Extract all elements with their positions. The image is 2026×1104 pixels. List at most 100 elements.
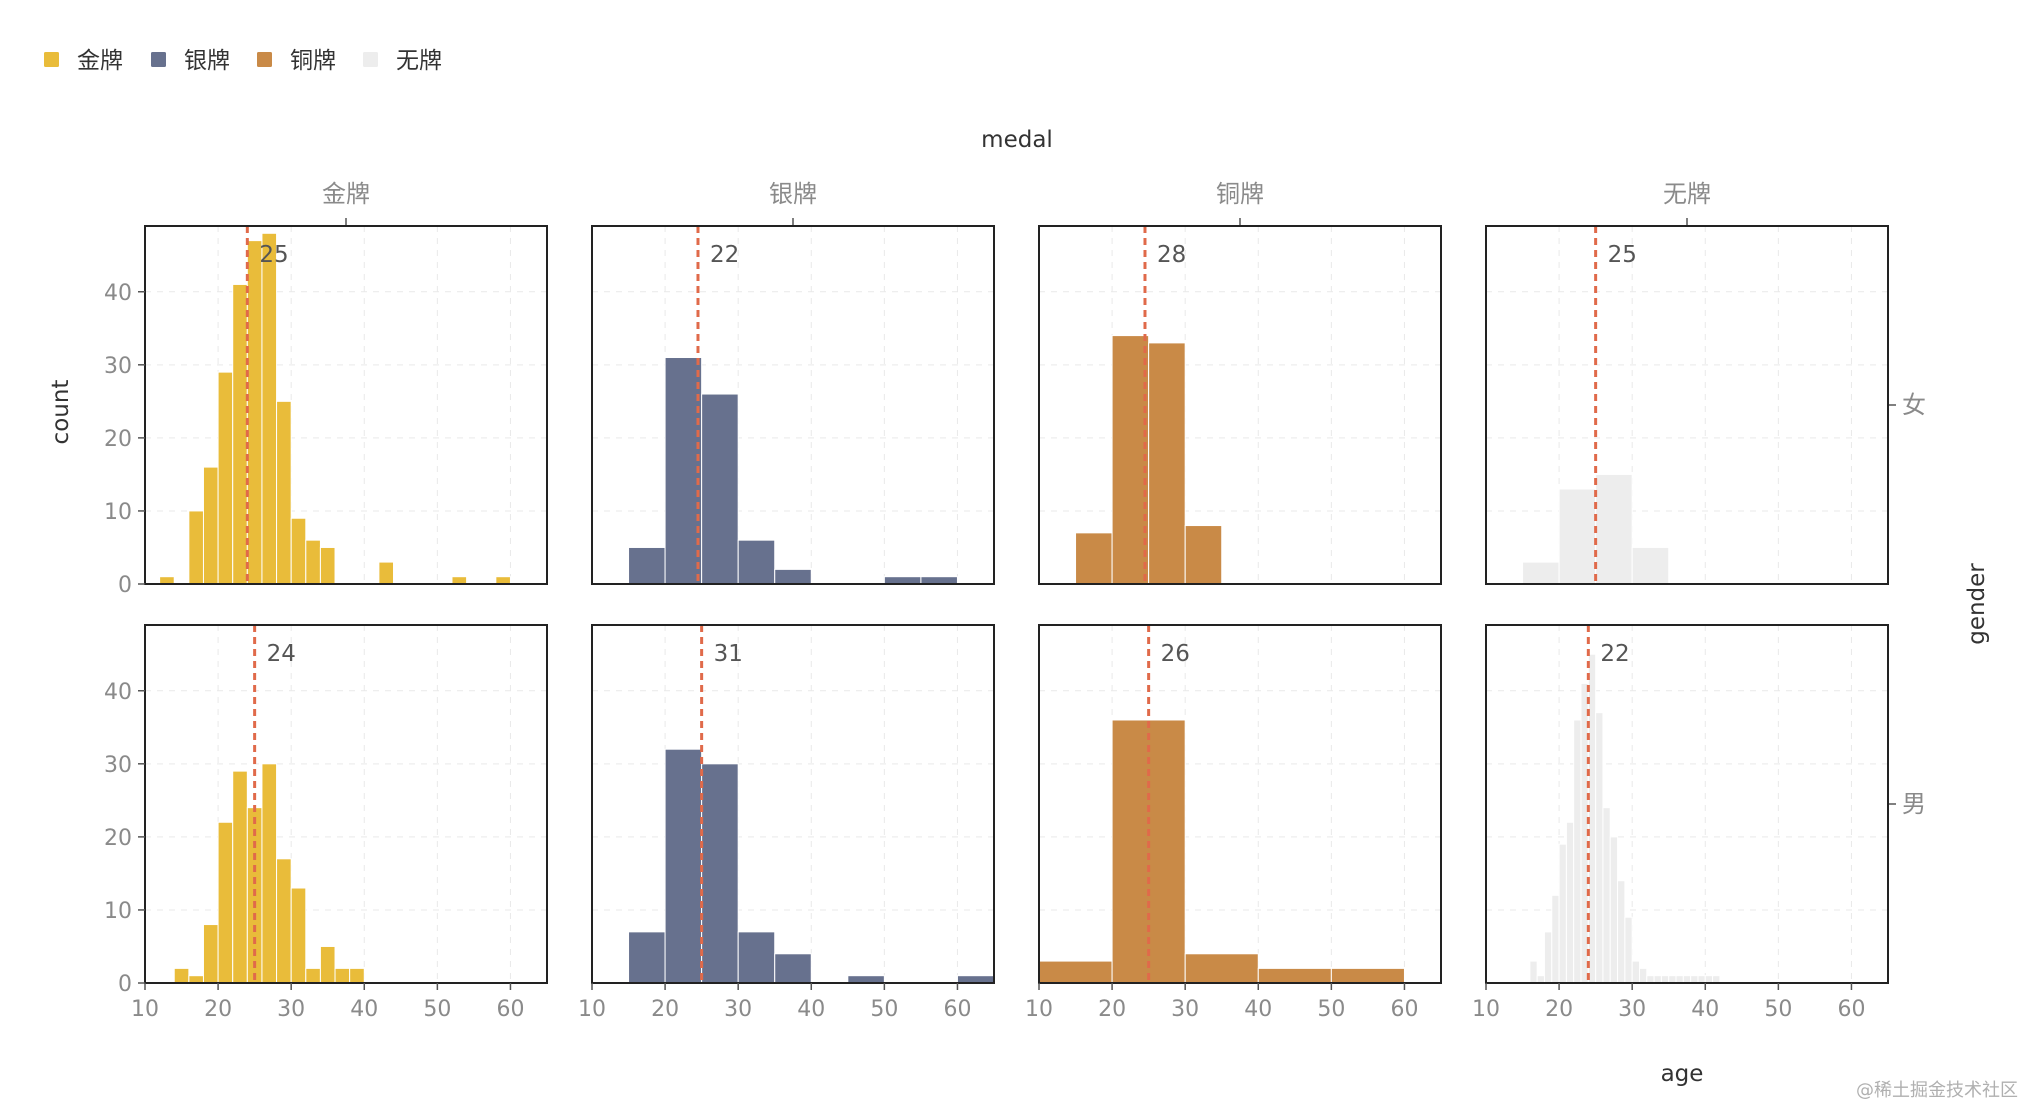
histogram-bar (217, 821, 234, 984)
legend-swatch (257, 52, 272, 67)
panel: 26 10 20 30 40 50 60 (1025, 624, 1442, 1022)
histogram-bar (1631, 960, 1640, 984)
legend-label: 银牌 (184, 48, 230, 74)
histogram-bar (202, 924, 219, 984)
x-tick-label: 30 (277, 997, 305, 1022)
histogram-bar (232, 283, 248, 585)
panel-frame (591, 624, 995, 984)
histogram-bar (1543, 931, 1553, 984)
y-tick-label: 0 (118, 972, 132, 997)
histogram-bar (664, 357, 703, 585)
histogram-bar (1148, 342, 1186, 585)
row-facet-label: 女 (1902, 391, 1926, 419)
histogram-bar (920, 576, 958, 585)
histogram-bar (349, 967, 365, 984)
y-tick-label: 30 (104, 753, 132, 778)
histogram-bar (1660, 975, 1670, 984)
histogram-bar (1558, 488, 1597, 585)
histogram-bar (1617, 880, 1626, 984)
legend-label: 金牌 (77, 48, 123, 74)
x-tick-label: 10 (578, 997, 606, 1022)
panel: 25 (1485, 225, 1889, 585)
histogram-bar (1573, 719, 1582, 984)
y-tick-label: 20 (104, 427, 132, 452)
y-tick-label: 10 (104, 500, 132, 525)
x-tick-label: 30 (1171, 997, 1199, 1022)
median-label: 24 (267, 641, 296, 667)
panel-frame (144, 225, 548, 585)
panel-frame (144, 624, 548, 984)
histogram-bar (956, 975, 995, 984)
x-tick-label: 60 (943, 997, 971, 1022)
x-tick-label: 50 (1317, 997, 1345, 1022)
panel-frame (1038, 225, 1442, 585)
median-label: 22 (710, 242, 739, 268)
histogram-bar (217, 371, 234, 585)
histogram-bar (701, 393, 739, 585)
column-facet-label: 金牌 (322, 180, 370, 208)
histogram-bar (1184, 953, 1259, 984)
y-tick-label: 0 (118, 573, 132, 598)
column-facet-label: 银牌 (769, 180, 817, 208)
histogram-bar (1675, 975, 1684, 984)
histogram-bar (188, 975, 204, 984)
histogram-bar (246, 240, 263, 585)
histogram-bar (261, 232, 278, 585)
x-tick-label: 40 (350, 997, 378, 1022)
histogram-bar (1536, 975, 1545, 984)
median-label: 26 (1161, 641, 1190, 667)
x-tick-label: 60 (1837, 997, 1865, 1022)
row-axis-title: gender (1964, 563, 1990, 645)
histogram-bar (1609, 836, 1619, 984)
histogram-bar (774, 568, 812, 585)
x-tick-label: 40 (1244, 997, 1272, 1022)
y-tick-label: 10 (104, 899, 132, 924)
histogram-bar (883, 576, 922, 585)
legend-swatch (363, 52, 378, 67)
legend: 金牌 银牌 铜牌 无牌 (44, 48, 442, 74)
histogram-bar (334, 967, 351, 984)
histogram-bar (188, 510, 204, 585)
column-axis-title: medal (981, 127, 1053, 153)
histogram-bar (232, 770, 248, 984)
histogram-bar (290, 887, 307, 984)
histogram-bar (305, 539, 321, 585)
histogram-bar (1038, 960, 1113, 984)
histogram-bar (305, 967, 321, 984)
histogram-bar (737, 539, 776, 585)
panel: 22 (591, 225, 995, 585)
x-tick-label: 50 (423, 997, 451, 1022)
histogram-bar (1690, 975, 1699, 984)
x-tick-label: 20 (204, 997, 232, 1022)
median-label: 25 (259, 242, 288, 268)
median-label: 22 (1600, 641, 1629, 667)
histogram-bar (1653, 975, 1662, 984)
histogram-bar (1602, 807, 1611, 984)
legend-item: 无牌 (363, 48, 442, 74)
histogram-bar (1668, 975, 1677, 984)
histogram-bar (628, 931, 666, 984)
median-label: 31 (714, 641, 743, 667)
histogram-bar (173, 967, 190, 984)
histogram-bar (1697, 975, 1706, 984)
histogram-bar (1111, 335, 1150, 585)
x-tick-label: 20 (1545, 997, 1573, 1022)
panel: 25 0 10 20 30 40 (104, 225, 548, 598)
y-tick-label: 40 (104, 281, 132, 306)
x-tick-label: 10 (1025, 997, 1053, 1022)
histogram-bar (1551, 894, 1560, 984)
legend-item: 铜牌 (257, 48, 336, 74)
median-label: 25 (1608, 242, 1637, 268)
histogram-bar (664, 748, 703, 984)
histogram-bar (1565, 821, 1575, 984)
histogram-bar (261, 763, 278, 984)
panel: 31 10 20 30 40 50 60 (578, 624, 995, 1022)
column-facet-label: 无牌 (1663, 180, 1711, 208)
legend-item: 金牌 (44, 48, 123, 74)
histogram-bar (202, 466, 219, 585)
histogram-bar (1558, 843, 1567, 984)
y-tick-label: 40 (104, 680, 132, 705)
histogram-bar (1257, 967, 1332, 984)
panel: 22 10 20 30 40 50 60 (1472, 624, 1889, 1022)
